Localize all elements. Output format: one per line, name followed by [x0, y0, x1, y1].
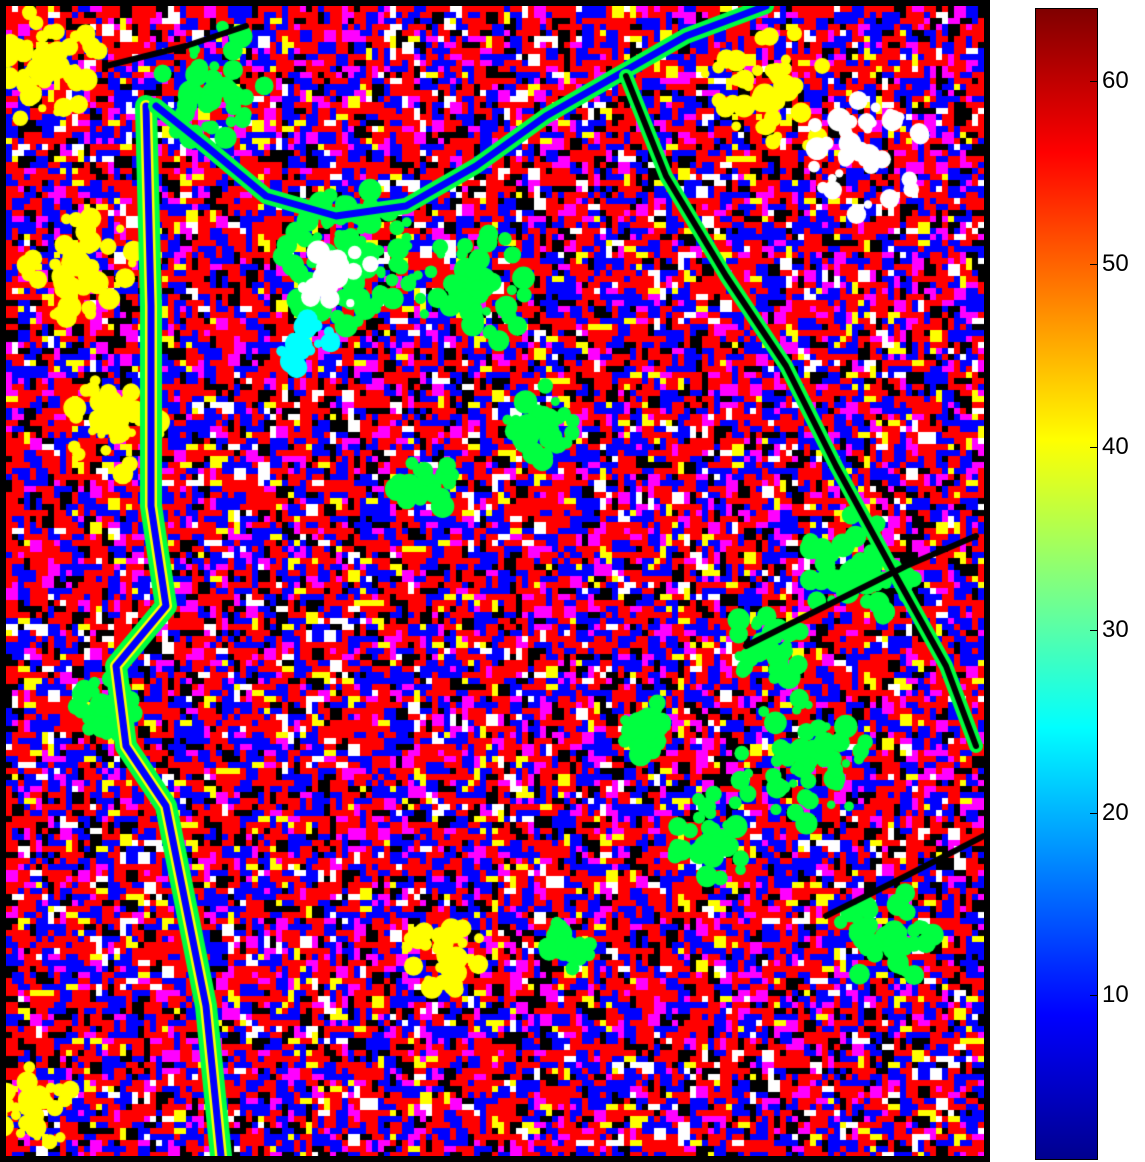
colorbar-tick-mark [1090, 995, 1098, 997]
colorbar-tick-mark [1090, 629, 1098, 631]
colorbar-tick-label: 60 [1102, 67, 1129, 95]
colorbar [1035, 8, 1098, 1160]
colorbar-tick-label: 50 [1102, 250, 1129, 277]
colorbar-tick-label: 20 [1102, 798, 1129, 826]
colorbar-tick-label: 30 [1102, 615, 1129, 643]
colorbar-tick-label: 40 [1102, 432, 1129, 460]
colorbar-tick-mark [1090, 812, 1098, 814]
colorbar-tick-mark [1090, 81, 1098, 83]
classification-map-image [6, 6, 984, 1156]
colorbar-tick-mark [1090, 446, 1098, 448]
classification-map [0, 0, 990, 1162]
colorbar-tick-mark [1090, 264, 1098, 265]
colorbar-tick-label: 10 [1102, 981, 1129, 1009]
